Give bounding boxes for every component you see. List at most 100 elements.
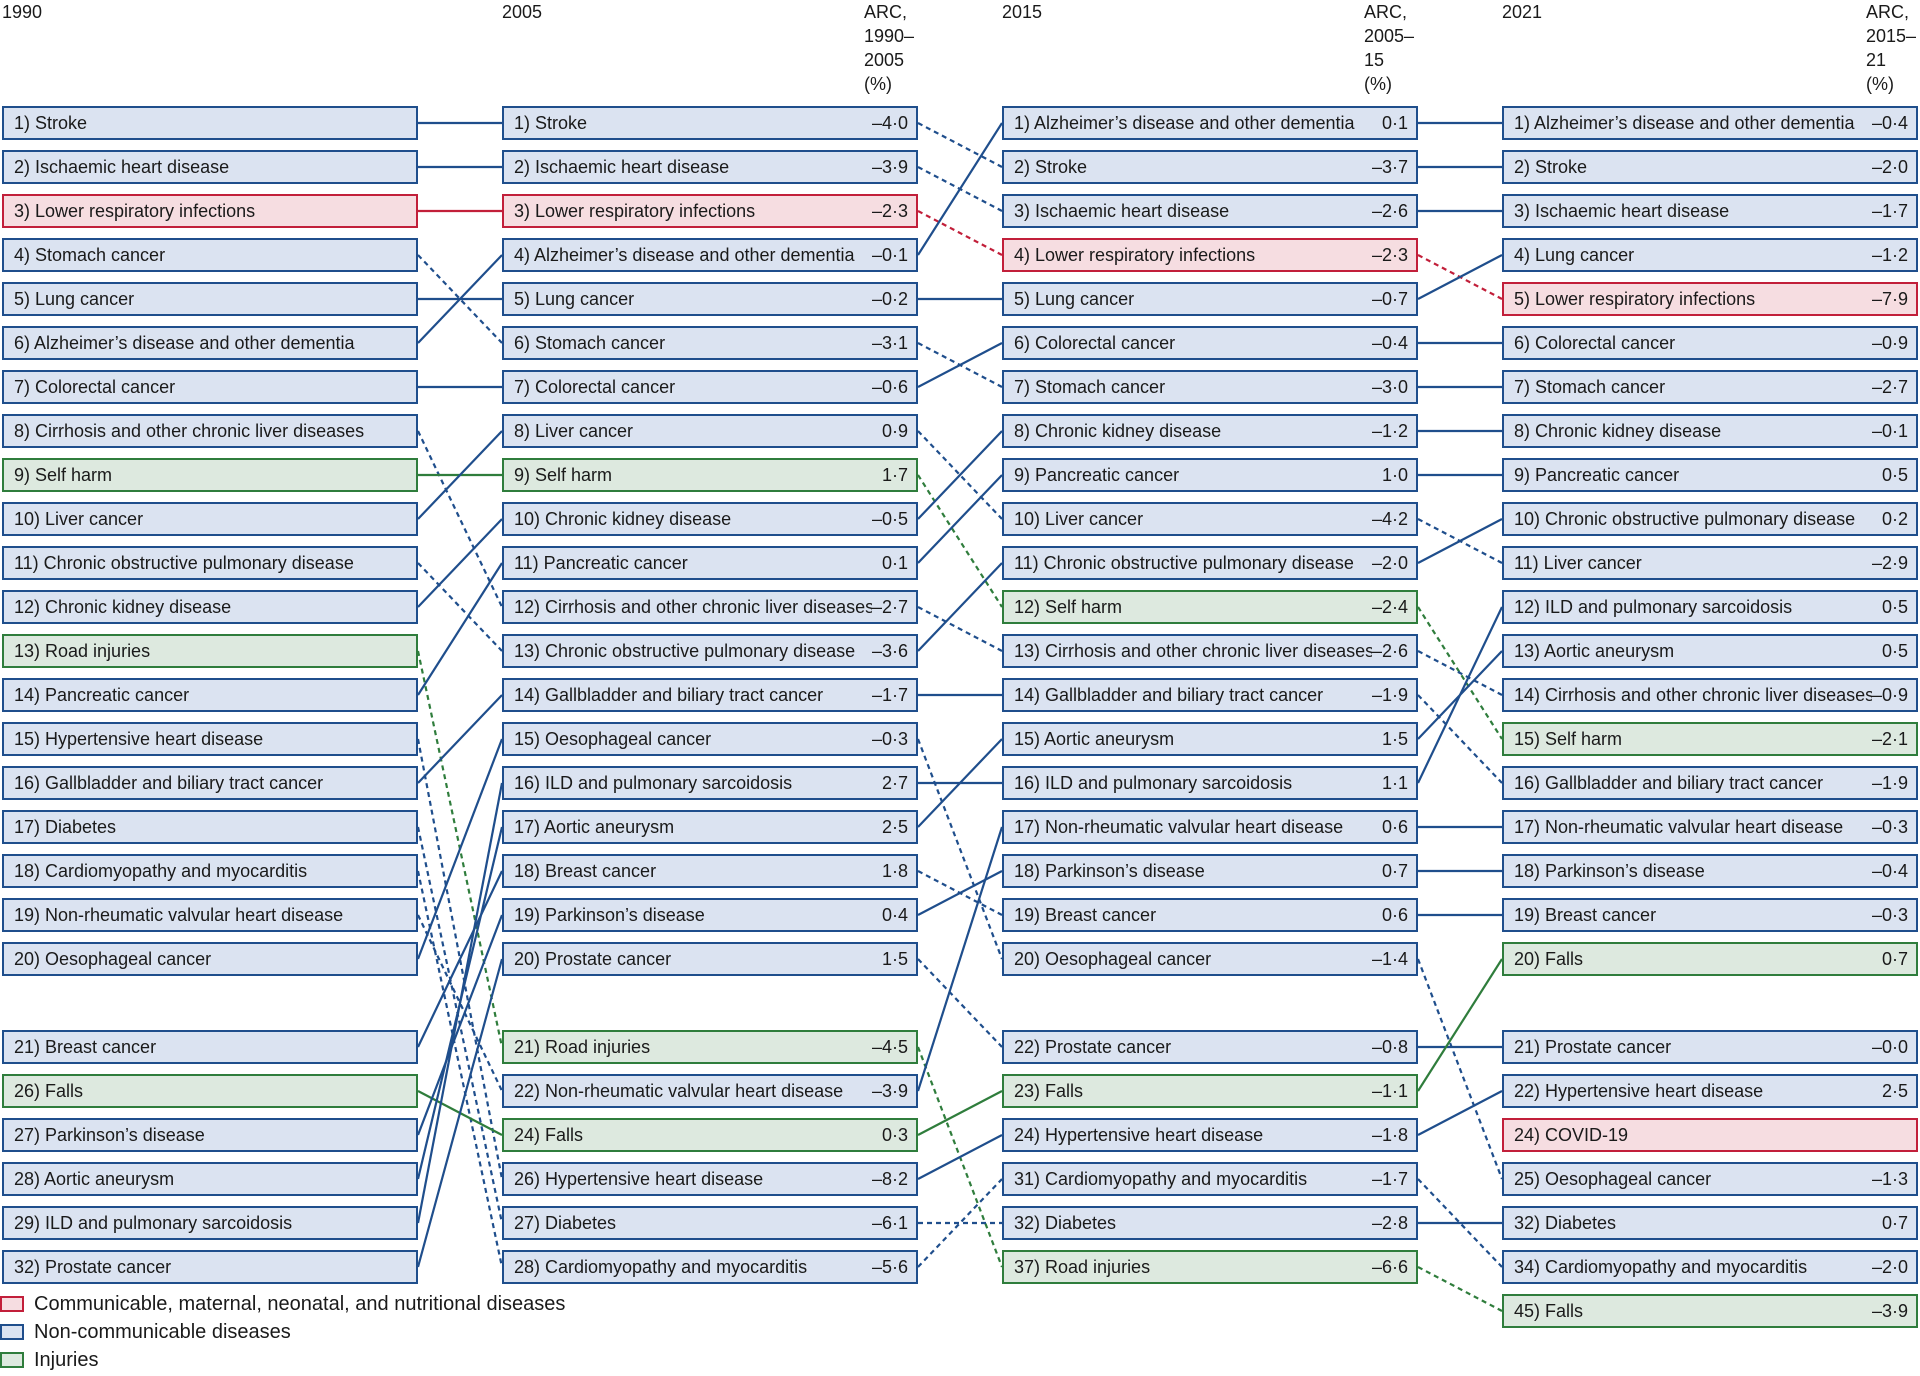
cause-label: 32) Prostate cancer	[14, 1256, 172, 1277]
rank-box: 3) Ischaemic heart disease –2·6	[1002, 194, 1418, 228]
rank-link	[917, 1134, 1003, 1180]
cause-label: 5) Lung cancer	[1014, 288, 1135, 309]
rank-link	[417, 562, 503, 652]
cause-label: 28) Aortic aneurysm	[14, 1168, 175, 1189]
cause-label: 24) Falls	[514, 1124, 584, 1145]
legend: Communicable, maternal, neonatal, and nu…	[0, 1290, 565, 1374]
arc-value: 0·1	[1381, 112, 1408, 133]
arc-value: –1·2	[1371, 420, 1408, 441]
rank-link	[916, 826, 1004, 1092]
cause-label: 32) Diabetes	[1014, 1212, 1117, 1233]
rank-box: 11) Pancreatic cancer 0·1	[502, 546, 918, 580]
cause-label: 11) Pancreatic cancer	[514, 552, 688, 573]
cause-label: 2) Stroke	[1014, 156, 1088, 177]
cause-label: 18) Parkinson’s disease	[1014, 860, 1205, 881]
rank-box: 2) Ischaemic heart disease –3·9	[502, 150, 918, 184]
cause-label: 13) Chronic obstructive pulmonary diseas…	[514, 640, 856, 661]
cause-label: 10) Liver cancer	[1014, 508, 1144, 529]
cause-label: 18) Breast cancer	[514, 860, 657, 881]
rank-box: 32) Diabetes 0·7	[1502, 1206, 1918, 1240]
arc-value: –0·7	[1371, 288, 1408, 309]
rank-link	[417, 870, 503, 1048]
rank-box: 17) Diabetes	[2, 810, 418, 844]
cause-label: 22) Hypertensive heart disease	[1514, 1080, 1764, 1101]
cause-label: 15) Aortic aneurysm	[1014, 728, 1175, 749]
rank-box: 15) Aortic aneurysm 1·5	[1002, 722, 1418, 756]
arc-header-line: (%)	[1364, 74, 1392, 94]
cause-label: 24) Hypertensive heart disease	[1014, 1124, 1264, 1145]
arc-value: –7·9	[1871, 288, 1908, 309]
rank-box: 8) Cirrhosis and other chronic liver dis…	[2, 414, 418, 448]
cause-label: 11) Liver cancer	[1514, 552, 1642, 573]
cause-label: 4) Alzheimer’s disease and other dementi…	[514, 244, 855, 265]
cause-label: 4) Stomach cancer	[14, 244, 166, 265]
rank-box: 2) Ischaemic heart disease	[2, 150, 418, 184]
rank-link	[1417, 254, 1503, 300]
cause-label: 15) Self harm	[1514, 728, 1623, 749]
rank-link	[917, 122, 1003, 256]
arc-header-line: ARC,	[1866, 2, 1910, 22]
cause-label: 21) Prostate cancer	[1514, 1036, 1672, 1057]
arc-value: –2·0	[1371, 552, 1408, 573]
cause-label: 1) Alzheimer’s disease and other dementi…	[1514, 112, 1855, 133]
rank-link	[417, 518, 503, 608]
cause-label: 1) Stroke	[14, 112, 88, 133]
arc-value: –5·6	[871, 1256, 908, 1277]
rank-box: 18) Parkinson’s disease 0·7	[1002, 854, 1418, 888]
rank-box: 13) Road injuries	[2, 634, 418, 668]
arc-value: 0·7	[1381, 860, 1408, 881]
rank-link	[1417, 1090, 1503, 1136]
arc-value: –3·0	[1371, 376, 1408, 397]
rank-box: 3) Lower respiratory infections –2·3	[502, 194, 918, 228]
rank-box: 20) Oesophageal cancer –1·4	[1002, 942, 1418, 976]
rank-link	[416, 914, 504, 1136]
rank-link	[1417, 650, 1503, 696]
cause-label: 5) Lower respiratory infections	[1514, 288, 1756, 309]
rank-link	[917, 342, 1003, 388]
arc-value: –3·7	[1371, 156, 1408, 177]
rank-box: 28) Cardiomyopathy and myocarditis –5·6	[502, 1250, 918, 1284]
rank-box: 15) Hypertensive heart disease	[2, 722, 418, 756]
rank-link	[417, 914, 503, 1092]
arc-value: 1·7	[881, 464, 908, 485]
cause-label: 3) Ischaemic heart disease	[1514, 200, 1730, 221]
cause-label: 7) Stomach cancer	[1014, 376, 1166, 397]
cause-label: 9) Self harm	[514, 464, 613, 485]
rank-link	[1417, 694, 1503, 784]
cause-label: 13) Cirrhosis and other chronic liver di…	[1014, 640, 1372, 661]
cause-label: 12) Self harm	[1014, 596, 1123, 617]
rank-box: 16) Gallbladder and biliary tract cancer	[2, 766, 418, 800]
arc-value: –0·8	[1371, 1036, 1408, 1057]
rank-box: 22) Non-rheumatic valvular heart disease…	[502, 1074, 918, 1108]
arc-value: –0·9	[1871, 684, 1908, 705]
rank-link	[1417, 518, 1503, 564]
rank-box: 32) Prostate cancer	[2, 1250, 418, 1284]
cause-label: 26) Hypertensive heart disease	[514, 1168, 764, 1189]
rank-box: 32) Diabetes –2·8	[1002, 1206, 1418, 1240]
cause-label: 28) Cardiomyopathy and myocarditis	[514, 1256, 808, 1277]
rank-box: 7) Stomach cancer –3·0	[1002, 370, 1418, 404]
cause-label: 19) Non-rheumatic valvular heart disease	[14, 904, 344, 925]
cause-label: 8) Liver cancer	[514, 420, 634, 441]
rank-box: 8) Chronic kidney disease –1·2	[1002, 414, 1418, 448]
rank-link	[917, 1178, 1003, 1268]
arc-value: –0·6	[871, 376, 908, 397]
arc-value: –2·7	[1871, 376, 1908, 397]
cause-label: 12) Cirrhosis and other chronic liver di…	[514, 596, 872, 617]
arc-value: –1·9	[1871, 772, 1908, 793]
cause-label: 22) Non-rheumatic valvular heart disease	[514, 1080, 844, 1101]
arc-value: 0·6	[1381, 904, 1408, 925]
legend-swatch	[0, 1324, 24, 1340]
rank-link	[917, 474, 1003, 608]
rank-box: 29) ILD and pulmonary sarcoidosis	[2, 1206, 418, 1240]
arc-value: 1·5	[1381, 728, 1408, 749]
arc-value: –3·1	[871, 332, 908, 353]
rank-link	[917, 122, 1003, 168]
cause-label: 6) Colorectal cancer	[1014, 332, 1176, 353]
cause-label: 6) Stomach cancer	[514, 332, 666, 353]
rank-box: 27) Diabetes –6·1	[502, 1206, 918, 1240]
cause-label: 13) Aortic aneurysm	[1514, 640, 1675, 661]
arc-value: –2·9	[1871, 552, 1908, 573]
rank-box: 4) Alzheimer’s disease and other dementi…	[502, 238, 918, 272]
